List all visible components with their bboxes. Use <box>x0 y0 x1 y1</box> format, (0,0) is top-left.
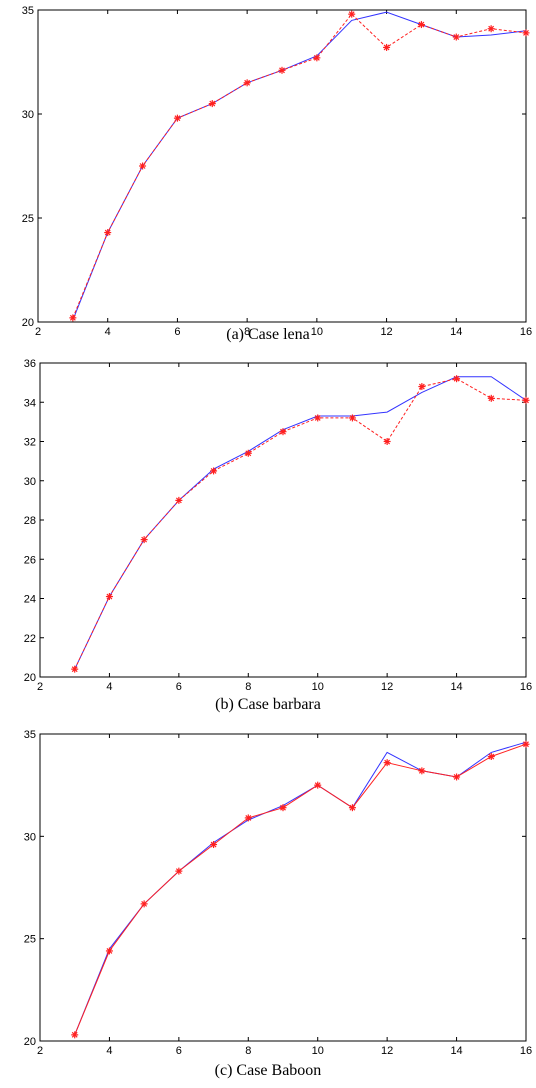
chart-b-series-1-point <box>348 414 356 422</box>
chart-c-y-tick-label: 30 <box>24 831 36 843</box>
chart-a-x-tick-label: 16 <box>520 326 532 338</box>
chart-c-svg: 2 4 6 8 10 12 14 16 20 25 30 35 <box>24 729 532 1057</box>
chart-a-x-tick-label: 10 <box>311 326 323 338</box>
chart-b-series-1-point <box>453 375 461 383</box>
chart-c-series-1-point <box>314 781 322 789</box>
chart-c-x-tick-label: 16 <box>520 1045 532 1057</box>
chart-a-series-1-point <box>487 25 495 33</box>
chart-panel-b: 2 4 6 8 10 12 14 16 20 22 24 26 28 30 32 34 36 (b) Case … <box>0 352 536 724</box>
chart-b-series-1-point <box>487 394 495 402</box>
chart-a-series-1-point <box>173 114 181 122</box>
chart-b-series-1-point <box>418 383 426 391</box>
chart-c-series-1-point <box>140 900 148 908</box>
chart-c-y-tick-label: 20 <box>24 1036 36 1048</box>
chart-b-series-1-point <box>279 428 287 436</box>
chart-b-x-tick-label: 2 <box>37 681 43 693</box>
chart-a-x-tick-label: 14 <box>450 326 462 338</box>
chart-a-x-tick-label: 4 <box>105 326 111 338</box>
chart-b-series-1-point <box>210 467 218 475</box>
chart-a-series-1-point <box>348 10 356 18</box>
chart-a-series-1-point <box>383 43 391 51</box>
chart-c-series-1-point <box>383 759 391 767</box>
chart-a-y-tick-label: 35 <box>22 5 34 17</box>
chart-b-series-1-point <box>140 536 148 544</box>
chart-a-series-1-point <box>278 66 286 74</box>
chart-c-x-tick-label: 10 <box>312 1045 324 1057</box>
chart-c-x-tick-label: 8 <box>245 1045 251 1057</box>
chart-a-x-tick-label: 2 <box>35 326 41 338</box>
chart-b-y-tick-label: 28 <box>24 515 36 527</box>
chart-b-caption: (b) Case barbara <box>215 696 321 713</box>
chart-a-y-tick-label: 30 <box>22 109 34 121</box>
chart-c-x-tick-label: 6 <box>176 1045 182 1057</box>
chart-b-y-tick-label: 22 <box>24 633 36 645</box>
chart-c-series-1-point <box>348 804 356 812</box>
chart-b-series-1-point <box>522 396 530 404</box>
chart-a-series-1-point <box>313 54 321 62</box>
chart-panel-a: 2 4 6 8 10 12 14 16 20 25 30 35 (a) Case lena <box>0 0 536 352</box>
chart-a-y-tick-label: 20 <box>22 317 34 329</box>
chart-b-y-tick-label: 36 <box>24 358 36 370</box>
chart-c-x-tick-label: 14 <box>450 1045 462 1057</box>
chart-c-series-1-point <box>522 740 530 748</box>
chart-b-x-tick-label: 4 <box>106 681 112 693</box>
chart-b-x-tick-label: 10 <box>312 681 324 693</box>
chart-c-caption: (c) Case Baboon <box>214 1062 322 1079</box>
chart-c-series-1-point <box>210 841 218 849</box>
chart-a-series-1-point <box>452 33 460 41</box>
chart-b-series-1-point <box>244 449 252 457</box>
chart-a-series-1-point <box>104 229 112 237</box>
chart-c-series-1-point <box>418 767 426 775</box>
chart-b-series-1-point <box>383 438 391 445</box>
chart-c-x-tick-label: 12 <box>381 1045 393 1057</box>
chart-b-x-tick-label: 16 <box>520 681 532 693</box>
chart-c-series-1-line <box>74 743 527 1036</box>
chart-a-plot-frame <box>37 9 527 323</box>
chart-c-series-1-point <box>71 1031 79 1039</box>
chart-a-series-1-point <box>522 29 530 37</box>
chart-a-series-1-line <box>72 13 527 318</box>
chart-b-y-tick-label: 20 <box>24 672 36 684</box>
chart-c-series-1-point <box>453 773 461 781</box>
chart-b-x-tick-label: 14 <box>450 681 462 693</box>
chart-b-x-tick-label: 6 <box>176 681 182 693</box>
chart-c-y-tick-label: 25 <box>24 934 36 946</box>
chart-a-svg: 2 4 6 8 10 12 14 16 20 25 30 35 <box>22 5 532 338</box>
chart-c-series-1-point <box>175 867 183 875</box>
chart-c-y-tick-label: 35 <box>24 729 36 741</box>
chart-b-y-tick-label: 34 <box>24 397 36 409</box>
chart-b-series-1-point <box>71 665 79 673</box>
chart-a-series-1-point <box>417 21 425 29</box>
chart-a-x-tick-label: 8 <box>244 326 250 338</box>
chart-a-x-tick-label: 6 <box>174 326 180 338</box>
chart-b-y-tick-label: 32 <box>24 437 36 449</box>
chart-c-series-1-point <box>105 947 113 955</box>
chart-c-series-1-point <box>487 753 495 761</box>
chart-b-series-1-point <box>175 496 183 504</box>
chart-b-x-tick-label: 12 <box>381 681 393 693</box>
chart-c-x-tick-label: 2 <box>37 1045 43 1057</box>
chart-a-x-tick-label: 12 <box>380 326 392 338</box>
chart-a-series-1-point <box>208 100 216 108</box>
chart-b-y-tick-label: 24 <box>24 594 36 606</box>
chart-a-y-tick-label: 25 <box>22 213 34 225</box>
chart-c-plot-frame <box>39 733 527 1042</box>
chart-b-y-tick-label: 26 <box>24 554 36 566</box>
chart-a-series-1-point <box>69 314 77 322</box>
chart-b-plot-frame <box>39 362 527 678</box>
chart-b-series-1-line <box>74 378 527 670</box>
chart-b-y-tick-label: 30 <box>24 476 36 488</box>
chart-b-x-tick-label: 8 <box>245 681 251 693</box>
chart-b-series-1-point <box>314 414 322 422</box>
chart-a-series-1-point <box>243 79 251 87</box>
chart-c-series-1-point <box>279 804 287 812</box>
chart-c-series-1-point <box>244 814 252 822</box>
chart-c-x-tick-label: 4 <box>106 1045 112 1057</box>
chart-panel-c: 2 4 6 8 10 12 14 16 20 25 30 35 (c) Case Baboon <box>0 724 536 1088</box>
chart-a-series-1-point <box>139 162 147 170</box>
chart-a-caption: (a) Case lena <box>226 326 310 343</box>
chart-b-series-1-point <box>105 593 113 601</box>
